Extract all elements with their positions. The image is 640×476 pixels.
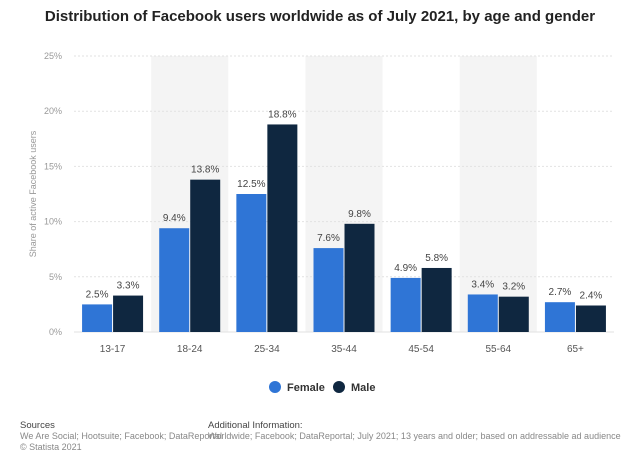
bar-female	[544, 302, 575, 332]
sources-heading: Sources	[20, 420, 55, 431]
category-band	[459, 56, 537, 332]
y-axis-label: Share of active Facebook users	[28, 130, 38, 257]
x-tick-label: 55-64	[485, 344, 511, 355]
y-tick-label: 15%	[44, 161, 62, 171]
bar-male	[575, 305, 606, 332]
x-tick-label: 25-34	[254, 344, 280, 355]
bar-female	[236, 194, 267, 332]
x-tick-label: 65+	[567, 344, 584, 355]
bar-male	[498, 296, 529, 332]
bar-female	[390, 277, 421, 332]
bar-male	[190, 179, 221, 332]
y-tick-label: 25%	[44, 51, 62, 61]
bar-male	[344, 223, 375, 332]
bar-female	[467, 294, 498, 332]
x-tick-label: 35-44	[331, 344, 357, 355]
y-tick-label: 20%	[44, 106, 62, 116]
bar-male	[421, 267, 452, 332]
data-label: 4.9%	[394, 263, 417, 274]
bar-male	[267, 124, 298, 332]
data-label: 9.4%	[163, 213, 186, 224]
chart-title: Distribution of Facebook users worldwide…	[44, 8, 596, 25]
data-label: 13.8%	[191, 165, 219, 176]
additional-info-block: Additional Information: Worldwide; Faceb…	[208, 420, 621, 442]
sources-text: We Are Social; Hootsuite; Facebook; Data…	[20, 431, 222, 441]
legend-marker-male	[333, 381, 345, 393]
bar-female	[159, 228, 190, 332]
data-label: 3.3%	[117, 281, 140, 292]
legend-label: Male	[351, 382, 375, 394]
copyright-text: © Statista 2021	[20, 442, 82, 452]
data-label: 3.2%	[502, 282, 525, 293]
y-tick-label: 10%	[44, 217, 62, 227]
data-label: 7.6%	[317, 233, 340, 244]
data-label: 3.4%	[471, 279, 494, 290]
data-label: 2.7%	[549, 287, 572, 298]
data-label: 12.5%	[237, 179, 265, 190]
x-tick-label: 13-17	[100, 344, 126, 355]
additional-info-heading: Additional Information:	[208, 420, 303, 431]
y-tick-label: 5%	[49, 272, 62, 282]
bar-female	[82, 304, 113, 332]
data-label: 9.8%	[348, 209, 371, 220]
y-tick-label: 0%	[49, 327, 62, 337]
x-tick-label: 45-54	[408, 344, 434, 355]
bar-chart: 0% 5% 10% 15% 20% 25% Share of active Facebook…	[28, 51, 614, 394]
data-label: 18.8%	[268, 109, 296, 120]
bar-female	[313, 248, 344, 332]
legend-marker-female	[269, 381, 281, 393]
bar-male	[113, 295, 144, 332]
additional-info-text: Worldwide; Facebook; DataReportal; July …	[208, 431, 621, 441]
data-label: 2.4%	[580, 291, 603, 302]
sources-block: Sources We Are Social; Hootsuite; Facebo…	[20, 420, 222, 453]
legend-label: Female	[287, 382, 325, 394]
data-label: 5.8%	[425, 253, 448, 264]
data-label: 2.5%	[86, 289, 109, 300]
x-tick-label: 18-24	[177, 344, 203, 355]
